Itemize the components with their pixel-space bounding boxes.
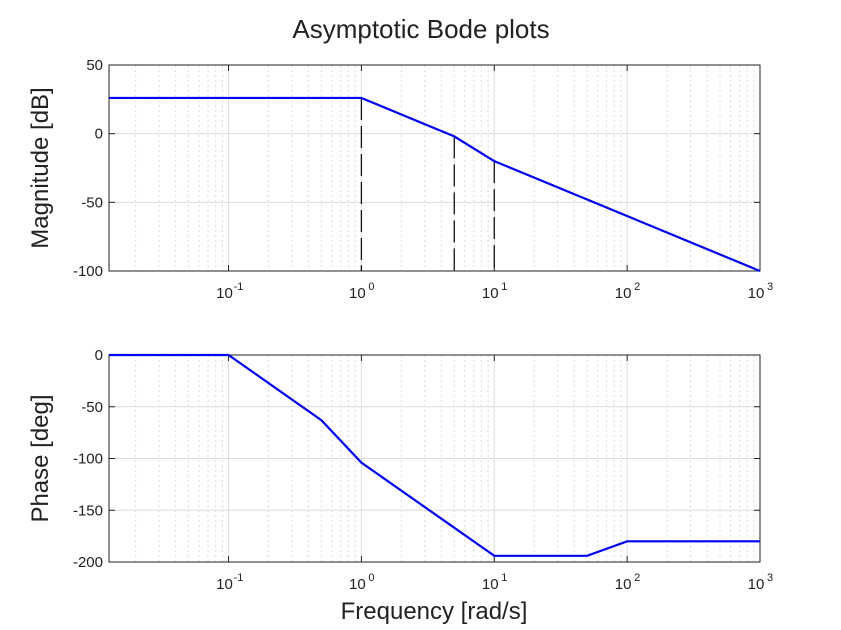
phase-x-tick-exponent: 3	[767, 572, 773, 584]
phase-x-tick-label: 10	[748, 576, 765, 593]
magnitude-x-tick-label: 10	[615, 285, 632, 302]
magnitude-x-tick-label: 10	[216, 285, 233, 302]
magnitude-axes-box	[108, 64, 761, 272]
magnitude-x-tick-exponent: -1	[234, 281, 244, 293]
phase-x-tick-label: 10	[615, 576, 632, 593]
magnitude-y-tick-label: -100	[73, 263, 103, 280]
phase-y-tick-label: -200	[73, 554, 103, 571]
magnitude-y-tick-label: 0	[95, 126, 103, 143]
magnitude-x-tick-exponent: 1	[501, 281, 507, 293]
phase-y-tick-label: -100	[73, 451, 103, 468]
magnitude-x-tick-label: 10	[748, 285, 765, 302]
phase-x-tick-exponent: 1	[501, 572, 507, 584]
phase-x-tick-label: 10	[349, 576, 366, 593]
magnitude-y-tick-label: -50	[81, 194, 103, 211]
magnitude-x-tick-label: 10	[482, 285, 499, 302]
magnitude-x-tick-label: 10	[349, 285, 366, 302]
phase-x-tick-exponent: -1	[234, 572, 244, 584]
magnitude-x-tick-exponent: 0	[368, 281, 374, 293]
phase-y-tick-label: 0	[95, 347, 103, 364]
magnitude-series-line	[109, 96, 761, 273]
magnitude-y-tick-label: 50	[86, 57, 103, 74]
chart-title: Asymptotic Bode plots	[292, 14, 549, 44]
phase-series-line	[109, 353, 760, 557]
phase-x-tick-exponent: 2	[634, 572, 640, 584]
phase-x-tick-exponent: 0	[368, 572, 374, 584]
phase-y-tick-label: -50	[81, 399, 103, 416]
magnitude-y-axis-label: Magnitude [dB]	[27, 87, 54, 248]
phase-x-tick-label: 10	[482, 576, 499, 593]
magnitude-x-tick-exponent: 2	[634, 281, 640, 293]
phase-y-tick-label: -150	[73, 502, 103, 519]
phase-x-tick-label: 10	[216, 576, 233, 593]
magnitude-x-tick-exponent: 3	[767, 281, 773, 293]
phase-y-axis-label: Phase [deg]	[27, 394, 54, 522]
x-axis-label: Frequency [rad/s]	[341, 598, 528, 625]
